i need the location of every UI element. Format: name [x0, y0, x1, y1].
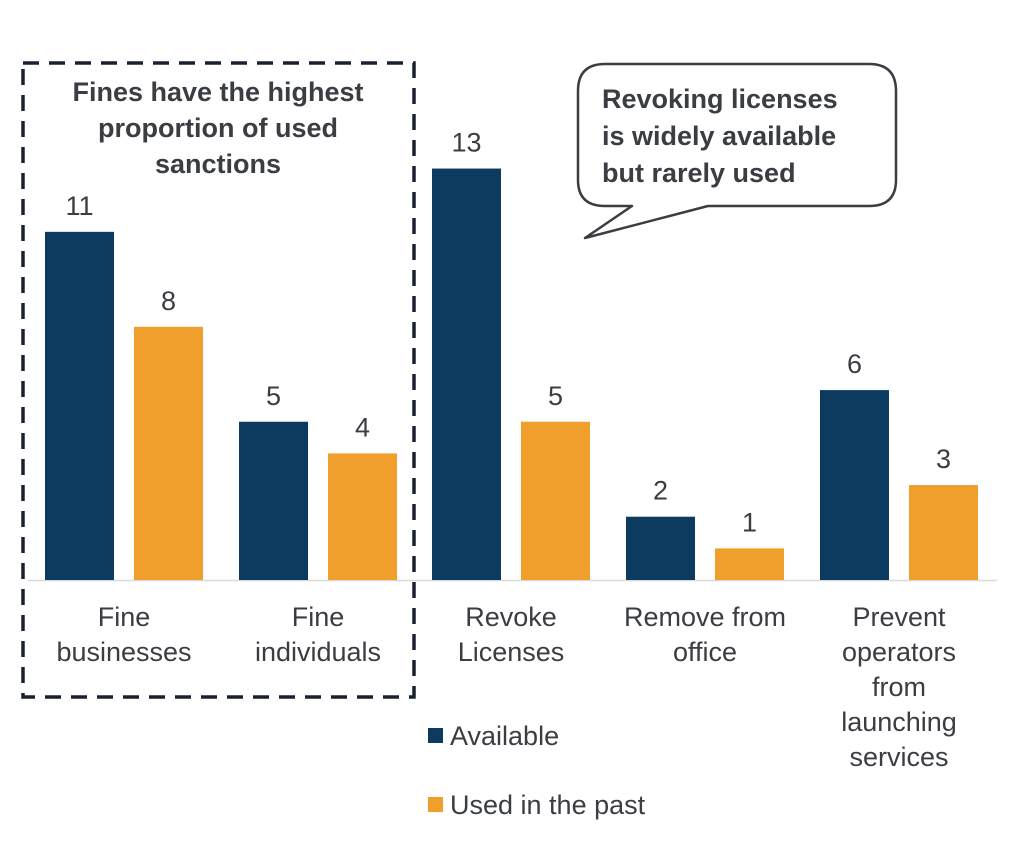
category-label-remove-from-office: Remove from office	[624, 602, 786, 667]
revoke-callout-line-1: Revoking licenses	[602, 84, 838, 114]
category-label-prevent-operators-from-launching-services: Prevent operators from launching services	[841, 602, 957, 772]
legend-label-used-in-the-past: Used in the past	[450, 790, 646, 820]
category-label-revoke-licenses: Revoke Licenses	[458, 602, 565, 667]
revoke-callout-text: Revoking licenses is widely available bu…	[602, 84, 838, 188]
category-label-line: from	[872, 672, 926, 702]
bars-group	[45, 168, 978, 581]
fines-box-line-3: sanctions	[155, 149, 281, 179]
value-label-available-fine-individuals: 5	[266, 381, 281, 411]
value-label-available-remove-from-office: 2	[653, 476, 668, 506]
fines-box-line-1: Fines have the highest	[72, 77, 363, 107]
revoke-callout-line-3: but rarely used	[602, 158, 796, 188]
category-label-line: operators	[842, 637, 956, 667]
category-label-line: businesses	[56, 637, 191, 667]
bar-available-fine-businesses	[45, 231, 114, 580]
category-label-line: Fine	[98, 602, 151, 632]
value-label-used-in-the-past-fine-businesses: 8	[161, 286, 176, 316]
category-label-line: Remove from	[624, 602, 786, 632]
category-label-line: office	[673, 637, 737, 667]
bar-used-in-the-past-remove-from-office	[715, 548, 784, 580]
legend-entry-used-in-the-past: Used in the past	[428, 790, 646, 820]
value-label-used-in-the-past-remove-from-office: 1	[742, 507, 757, 537]
legend: Available Used in the past	[428, 721, 646, 820]
bar-available-remove-from-office	[626, 516, 695, 580]
bar-used-in-the-past-prevent-operators-from-launching-services	[909, 485, 978, 580]
legend-swatch-available	[428, 728, 443, 743]
category-label-line: Fine	[292, 602, 345, 632]
category-label-line: Revoke	[465, 602, 557, 632]
category-label-fine-businesses: Fine businesses	[56, 602, 191, 667]
bar-available-fine-individuals	[239, 421, 308, 580]
category-label-line: Prevent	[852, 602, 946, 632]
bar-used-in-the-past-revoke-licenses	[521, 421, 590, 580]
revoke-callout-line-2: is widely available	[602, 121, 836, 151]
revoke-speech-bubble	[576, 62, 898, 240]
bar-used-in-the-past-fine-businesses	[134, 326, 203, 580]
value-label-used-in-the-past-fine-individuals: 4	[355, 412, 370, 442]
legend-swatch-used-in-the-past	[428, 797, 443, 812]
value-label-available-revoke-licenses: 13	[451, 128, 481, 158]
fines-box-line-2: proportion of used	[98, 113, 338, 143]
value-label-used-in-the-past-revoke-licenses: 5	[548, 381, 563, 411]
value-label-available-prevent-operators-from-launching-services: 6	[847, 349, 862, 379]
bar-available-prevent-operators-from-launching-services	[820, 390, 889, 580]
legend-entry-available: Available	[428, 721, 559, 751]
category-label-line: launching	[841, 707, 957, 737]
value-label-used-in-the-past-prevent-operators-from-launching-services: 3	[936, 444, 951, 474]
category-labels-group: Fine businesses Fine individuals Revoke Licen…	[56, 602, 956, 772]
legend-label-available: Available	[450, 721, 559, 751]
fines-box-text: Fines have the highest proportion of use…	[72, 77, 363, 179]
bar-used-in-the-past-fine-individuals	[328, 453, 397, 580]
fines-highlight-box	[21, 61, 416, 699]
value-label-available-fine-businesses: 11	[65, 191, 93, 221]
category-label-line: individuals	[255, 637, 381, 667]
category-label-line: services	[849, 742, 948, 772]
bar-available-revoke-licenses	[432, 168, 501, 581]
category-label-fine-individuals: Fine individuals	[255, 602, 381, 667]
category-label-line: Licenses	[458, 637, 565, 667]
